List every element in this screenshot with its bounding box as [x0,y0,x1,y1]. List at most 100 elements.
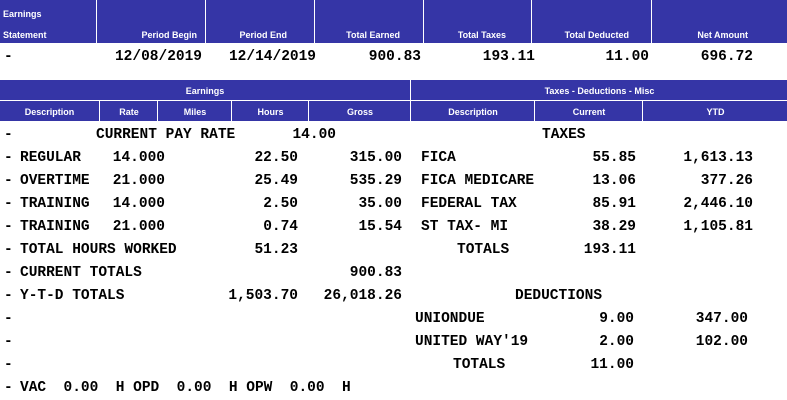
col-rate-label: Rate [119,107,139,117]
row-dash: - [4,127,13,143]
total-deducted-header-label: Total Deducted [564,30,629,40]
period-begin-header: Period Begin [96,0,205,43]
statement-header-line2: Statement [3,30,47,40]
row-dash: - [4,334,13,350]
tax-ytd: 1,613.13 [683,150,753,166]
total-taxes-header-label: Total Taxes [457,30,506,40]
tax-description: ST TAX- MI [421,219,509,235]
ytd-hours: 1,503.70 [228,288,298,304]
deduction-description: UNITED WAY'19 [415,334,529,350]
row-dash: - [4,196,13,212]
deduction-ytd: 102.00 [695,334,748,350]
tax-ytd: 1,105.81 [683,219,753,235]
col-description-label: Description [24,107,75,117]
period-begin-header-label: Period Begin [141,30,197,40]
tax-current: 55.85 [592,150,636,166]
summary-total-taxes: 193.11 [482,49,535,65]
tdm-section-header: Taxes - Deductions - Misc [410,80,787,100]
deductions-totals-value: 11.00 [590,357,634,373]
net-amount-header: Net Amount [651,0,787,43]
deduction-current: 2.00 [599,334,634,350]
earnings-hours: 0.74 [263,219,298,235]
tax-description: FEDERAL TAX [421,196,517,212]
summary-total-earned: 900.83 [368,49,421,65]
col-tdm-description-header: Description [410,101,534,121]
total-earned-header-label: Total Earned [346,30,400,40]
tax-ytd: 377.26 [700,173,753,189]
col-hours-header: Hours [231,101,308,121]
period-end-header-label: Period End [239,30,287,40]
col-rate-header: Rate [99,101,157,121]
row-dash: - [4,150,13,166]
deduction-description: UNIONDUE [415,311,485,327]
earnings-rate: 21.000 [112,173,165,189]
earnings-gross: 315.00 [349,150,402,166]
deduction-ytd: 347.00 [695,311,748,327]
earnings-description: TRAINING [20,196,90,212]
taxes-totals-value: 193.11 [583,242,636,258]
col-gross-label: Gross [346,107,373,117]
earnings-gross: 15.54 [358,219,402,235]
leave-balances-line: VAC 0.00 H OPD 0.00 H OPW 0.00 H [20,380,351,396]
current-pay-rate-value: 14.00 [292,127,336,143]
earnings-rate: 14.000 [112,150,165,166]
deductions-totals-label: TOTALS [453,357,506,373]
earnings-section-title: Earnings [185,86,225,96]
tdm-section-title: Taxes - Deductions - Misc [544,86,655,96]
deduction-current: 9.00 [599,311,634,327]
row-dash: - [4,288,13,304]
total-hours-value: 51.23 [254,242,298,258]
row-dash: - [4,357,13,373]
earnings-description: REGULAR [20,150,81,166]
col-ytd-header: YTD [642,101,787,121]
col-tdm-description-label: Description [448,107,498,117]
tax-description: FICA [421,150,456,166]
summary-net-amount: 696.72 [700,49,753,65]
ytd-totals-label: Y-T-D TOTALS [20,288,125,304]
col-miles-label: Miles [183,107,207,117]
earnings-rate: 21.000 [112,219,165,235]
statement-header-cell: Earnings Statement [0,0,96,43]
earnings-hours: 25.49 [254,173,298,189]
row-dash: - [4,265,13,281]
col-gross-header: Gross [308,101,410,121]
total-taxes-header: Total Taxes [423,0,531,43]
current-totals-label: CURRENT TOTALS [20,265,142,281]
row-dash: - [4,219,13,235]
tax-current: 85.91 [592,196,636,212]
tax-description: FICA MEDICARE [421,173,535,189]
current-pay-rate-label: CURRENT PAY RATE [96,127,236,143]
earnings-section-header: Earnings [0,80,410,100]
earnings-description: TRAINING [20,219,90,235]
net-amount-header-label: Net Amount [697,30,748,40]
total-earned-header: Total Earned [314,0,423,43]
total-hours-label: TOTAL HOURS WORKED [20,242,177,258]
earnings-description: OVERTIME [20,173,90,189]
col-description-header: Description [0,101,99,121]
earnings-gross: 35.00 [358,196,402,212]
earnings-hours: 22.50 [254,150,298,166]
row-dash: - [4,242,13,258]
tax-current: 13.06 [592,173,636,189]
earnings-gross: 535.29 [349,173,402,189]
current-totals-value: 900.83 [349,265,402,281]
earnings-hours: 2.50 [263,196,298,212]
col-miles-header: Miles [157,101,231,121]
summary-period-end: 12/14/2019 [228,49,316,65]
taxes-totals-label: TOTALS [457,242,510,258]
period-end-header: Period End [205,0,314,43]
deductions-title: DEDUCTIONS [515,288,603,304]
tax-current: 38.29 [592,219,636,235]
col-current-label: Current [572,107,606,117]
summary-statement-dash: - [4,49,13,65]
col-ytd-label: YTD [706,107,725,117]
earnings-rate: 14.000 [112,196,165,212]
row-dash: - [4,311,13,327]
col-current-header: Current [534,101,642,121]
summary-total-deducted: 11.00 [605,49,649,65]
row-dash: - [4,173,13,189]
tax-ytd: 2,446.10 [683,196,753,212]
taxes-title: TAXES [542,127,586,143]
ytd-gross: 26,018.26 [323,288,402,304]
summary-period-begin: 12/08/2019 [114,49,202,65]
